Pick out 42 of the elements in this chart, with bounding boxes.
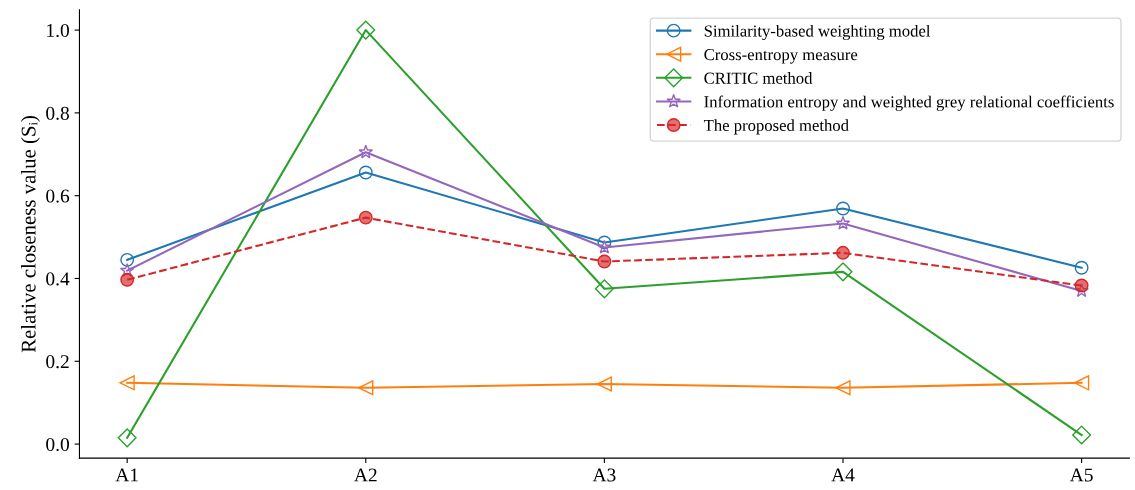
point xyxy=(119,375,135,391)
point xyxy=(597,254,612,269)
point xyxy=(597,235,612,250)
y-tick-label: 0.8 xyxy=(46,106,69,120)
x-tick-label: A4 xyxy=(831,468,855,482)
y-tick-label: 0.2 xyxy=(46,355,69,369)
point xyxy=(358,380,374,396)
legend-label: Similarity-based weighting model xyxy=(704,24,931,41)
point xyxy=(1072,425,1092,445)
point xyxy=(119,262,135,277)
point xyxy=(1074,260,1089,275)
x-tick-label: A5 xyxy=(1069,468,1093,482)
point xyxy=(358,165,373,180)
y-tick-label: 1.0 xyxy=(47,23,69,38)
point xyxy=(835,380,851,396)
legend-label: Cross-entropy measure xyxy=(704,49,858,64)
point xyxy=(356,20,376,40)
y-tick-label: 0.0 xyxy=(46,437,69,452)
point xyxy=(835,215,851,230)
point xyxy=(1073,375,1090,391)
legend-label: The proposed method xyxy=(703,119,849,135)
y-axis-title: Relative closeness value (Sᵢ) xyxy=(20,116,40,353)
point xyxy=(120,272,135,287)
point xyxy=(833,262,853,282)
point xyxy=(836,245,850,260)
x-tick-label: A3 xyxy=(592,468,616,482)
point xyxy=(596,376,613,392)
x-tick-label: A2 xyxy=(354,468,377,482)
point xyxy=(594,279,614,299)
point xyxy=(358,210,373,225)
y-tick-label: 0.6 xyxy=(46,189,70,203)
point xyxy=(1074,278,1089,293)
point xyxy=(1074,283,1089,298)
legend-label: CRITIC method xyxy=(704,72,813,84)
legend-label: Information entropy and weighted grey relational coefficients xyxy=(704,95,1114,111)
point xyxy=(120,252,135,267)
point xyxy=(836,201,850,216)
y-tick-label: 0.4 xyxy=(46,272,70,286)
point xyxy=(358,144,374,159)
point xyxy=(117,428,137,448)
x-tick-label: A1 xyxy=(115,468,138,482)
point xyxy=(597,239,612,254)
